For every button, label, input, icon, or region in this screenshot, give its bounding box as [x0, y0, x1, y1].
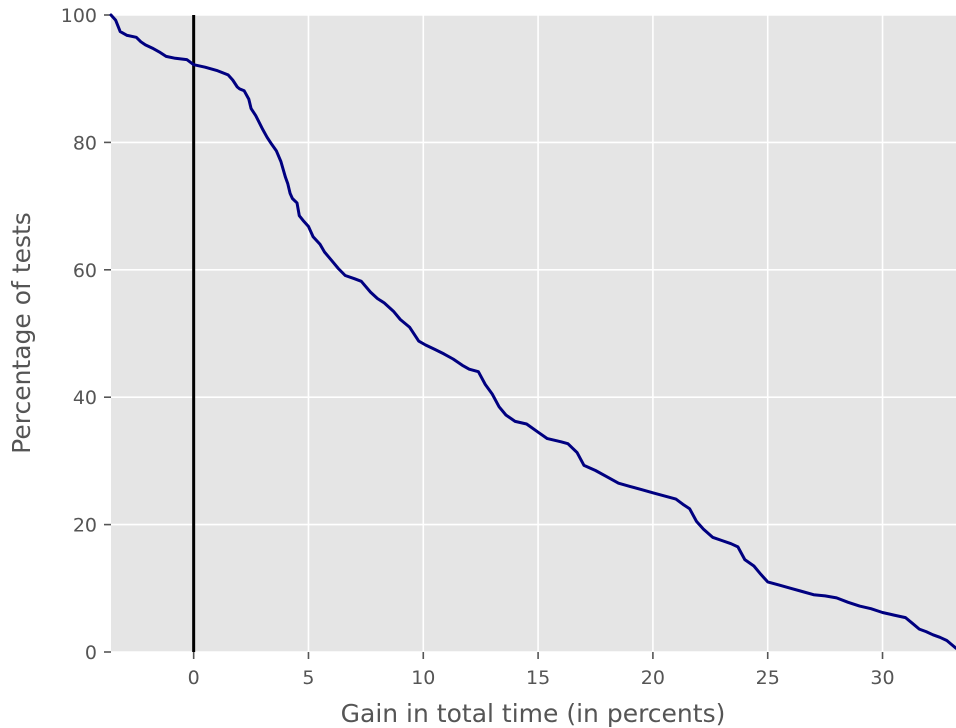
x-tick-label: 0: [188, 667, 200, 689]
x-axis-label: Gain in total time (in percents): [341, 699, 726, 728]
series-line: [109, 13, 956, 650]
axis-ticks: 0 5 10 15 20 25 30 0 20 40 60 80 100: [61, 5, 895, 689]
y-tick-label: 0: [85, 642, 97, 664]
y-tick-label: 100: [61, 5, 97, 27]
y-tick-label: 80: [73, 132, 97, 154]
x-tick-label: 30: [870, 667, 894, 689]
plot-background: [111, 15, 956, 652]
y-tick-label: 40: [73, 387, 97, 409]
y-axis-label: Percentage of tests: [7, 212, 36, 454]
series-group: [109, 13, 956, 650]
x-tick-label: 15: [526, 667, 550, 689]
grid-lines: [111, 14, 956, 653]
y-tick-label: 60: [73, 260, 97, 282]
x-tick-label: 25: [756, 667, 780, 689]
x-tick-label: 10: [411, 667, 435, 689]
x-tick-label: 5: [302, 667, 314, 689]
x-tick-label: 20: [641, 667, 665, 689]
y-tick-label: 20: [73, 515, 97, 537]
